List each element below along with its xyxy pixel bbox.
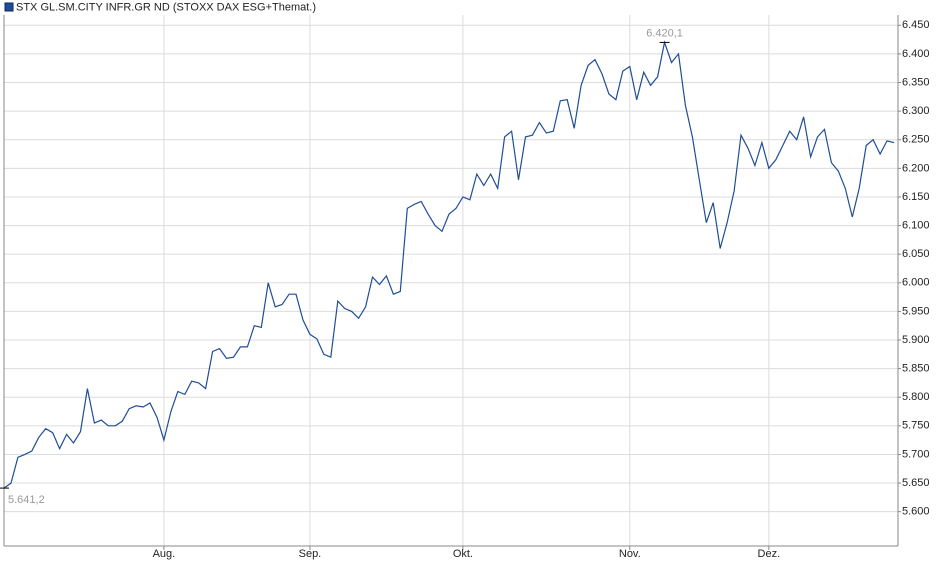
y-tick-label: 6.300 — [902, 105, 930, 117]
y-tick-label: 6.000 — [902, 277, 930, 289]
y-tick-label: 6.400 — [902, 48, 930, 60]
y-tick-label: 5.950 — [902, 305, 930, 317]
y-tick-label: 6.150 — [902, 191, 930, 203]
y-tick-label: 6.250 — [902, 134, 930, 146]
y-tick-label: 6.100 — [902, 219, 930, 231]
y-tick-label: 5.600 — [902, 506, 930, 518]
extreme-label: 6.420,1 — [646, 27, 683, 39]
price-line — [3, 40, 895, 489]
x-tick-label: Nov. — [619, 548, 641, 560]
y-tick-label: 5.800 — [902, 391, 930, 403]
y-tick-label: 6.050 — [902, 248, 930, 260]
x-tick-label: Okt. — [453, 548, 473, 560]
legend-label: STX GL.SM.CITY INFR.GR ND (STOXX DAX ESG… — [16, 1, 316, 13]
y-tick-label: 6.450 — [902, 19, 930, 31]
y-tick-label: 5.900 — [902, 334, 930, 346]
y-tick-label: 6.200 — [902, 162, 930, 174]
y-tick-label: 5.850 — [902, 363, 930, 375]
y-tick-label: 5.700 — [902, 448, 930, 460]
y-tick-label: 5.750 — [902, 420, 930, 432]
x-tick-label: Aug. — [153, 548, 176, 560]
extreme-label: 5.641,2 — [8, 494, 45, 506]
x-tick-label: Dez. — [758, 548, 781, 560]
y-tick-label: 6.350 — [902, 76, 930, 88]
legend-swatch — [4, 2, 14, 12]
x-tick-label: Sep. — [299, 548, 322, 560]
y-tick-label: 5.650 — [902, 477, 930, 489]
